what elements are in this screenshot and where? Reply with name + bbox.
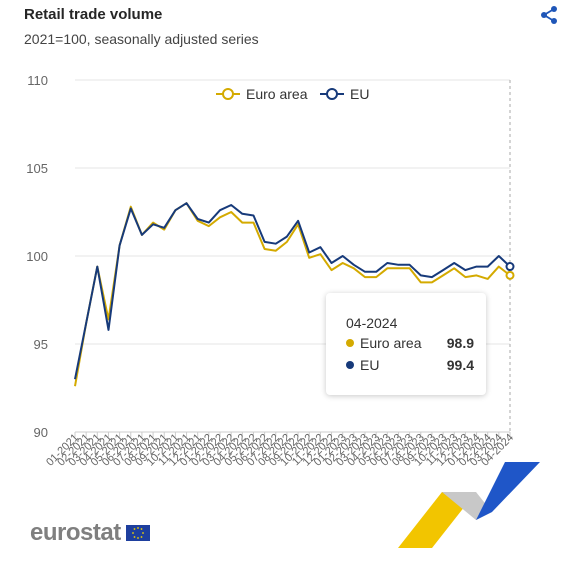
tooltip-label: EU: [360, 357, 380, 373]
chart-subtitle: 2021=100, seasonally adjusted series: [24, 31, 259, 47]
y-tick-label: 105: [26, 161, 48, 176]
legend-marker: [222, 88, 234, 100]
tooltip-value: 99.4: [446, 357, 474, 373]
tooltip-value: 98.9: [446, 335, 474, 351]
euro-area-dot-icon: [346, 339, 354, 347]
legend-marker: [326, 88, 338, 100]
series-line-eu: [74, 202, 511, 380]
y-tick-label: 110: [27, 73, 48, 88]
y-tick-label: 95: [34, 337, 48, 352]
tooltip-date: 04-2024: [346, 315, 398, 331]
eu-flag-icon: [126, 525, 150, 541]
tooltip-row-eu: EU 99.4: [346, 357, 474, 373]
eurostat-logo: eurostat: [30, 519, 121, 546]
share-icon[interactable]: [539, 5, 559, 25]
series-point-euro-area: [505, 270, 515, 280]
x-axis: 01-202102-202103-202104-202105-202106-20…: [44, 431, 516, 469]
y-tick-label: 100: [26, 249, 48, 264]
eu-dot-icon: [346, 361, 354, 369]
legend-label: Euro area: [246, 86, 308, 102]
legend[interactable]: Euro area EU: [216, 86, 369, 102]
line-chart: 90 95 100 105 110 01-202102-202103-202104-20…: [26, 73, 516, 469]
tooltip-label: Euro area: [360, 335, 422, 351]
series-group: [74, 202, 515, 387]
legend-label: EU: [350, 86, 369, 102]
y-axis: 90 95 100 105 110: [26, 73, 48, 440]
tooltip-row-euro-area: Euro area 98.9: [346, 335, 474, 351]
tooltip: 04-2024 Euro area 98.9 EU 99.4: [326, 293, 486, 395]
series-point-eu: [505, 262, 515, 272]
chart-title: Retail trade volume: [24, 6, 163, 23]
y-tick-label: 90: [34, 425, 48, 440]
